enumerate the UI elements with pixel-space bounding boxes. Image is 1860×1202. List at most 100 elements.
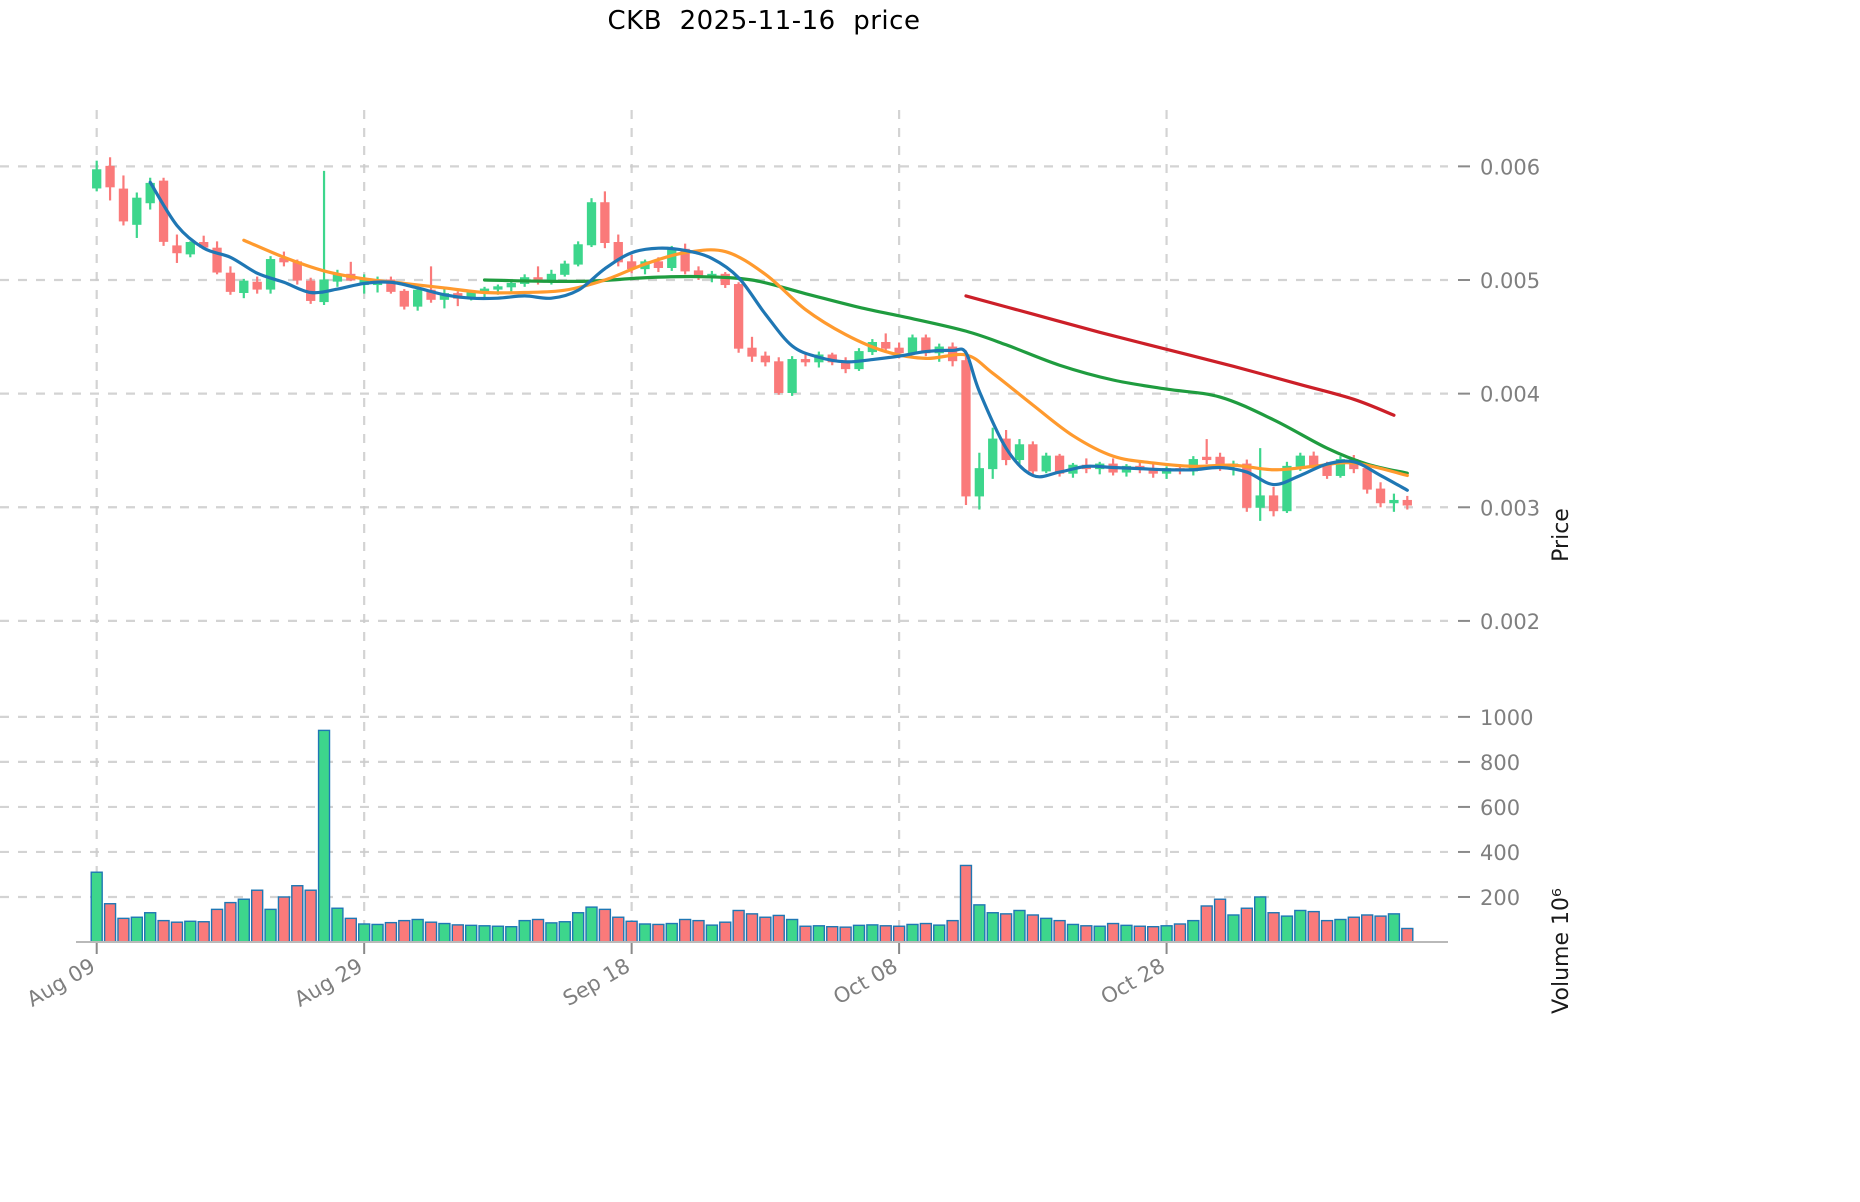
candlestick: [747, 336, 757, 362]
volume-bar: [1173, 923, 1187, 943]
candle-body: [1322, 464, 1332, 476]
candlestick: [787, 356, 797, 396]
candle-body: [172, 245, 182, 254]
volume-bar: [1240, 907, 1254, 943]
volume-bar: [812, 925, 826, 943]
volume-bar: [1307, 910, 1320, 943]
candlestick: [212, 241, 222, 275]
xtick-label-oct-08: Oct 08: [829, 954, 901, 1010]
candle-body: [974, 468, 984, 497]
volume-bar: [772, 914, 785, 943]
volume-bar: [157, 919, 170, 943]
candlestick: [1255, 448, 1265, 521]
candle-body: [653, 261, 664, 268]
candlestick: [600, 191, 610, 249]
volume-bar: [1280, 915, 1294, 943]
candle-body: [1202, 456, 1212, 461]
volume-bar: [197, 921, 210, 943]
volume-bar: [144, 912, 157, 943]
volume-bar: [1147, 925, 1160, 943]
candle-body: [733, 284, 744, 349]
xtick-label-oct-28: Oct 28: [1097, 954, 1169, 1010]
volume-bar: [1120, 924, 1133, 943]
candle-body: [894, 347, 904, 354]
volume-bar: [625, 920, 638, 943]
candle-body: [1014, 444, 1025, 461]
volume-bar: [1227, 914, 1240, 943]
candlestick: [386, 276, 396, 294]
volume-bar: [1254, 896, 1267, 943]
volume-bar: [638, 923, 652, 943]
volume-bar: [1093, 925, 1106, 943]
price-axis-label: Price: [1549, 508, 1574, 562]
volume-bar: [331, 907, 344, 943]
candlestick: [1028, 441, 1038, 476]
volume-bar: [478, 925, 491, 943]
candle-body: [493, 286, 503, 290]
volume-bar: [237, 898, 250, 943]
candlestick: [988, 427, 998, 479]
candlestick: [1202, 439, 1212, 465]
candlestick: [774, 357, 784, 395]
volume-bar: [973, 904, 986, 943]
volume-bar: [1267, 912, 1280, 943]
candle-body: [265, 259, 276, 290]
candlestick: [319, 170, 329, 305]
candle-body: [1242, 463, 1252, 508]
volume-bar: [959, 864, 973, 943]
ytick-volume-1000: 1000: [1480, 706, 1533, 730]
candlestick: [1041, 452, 1051, 474]
volume-bar: [598, 908, 612, 943]
volume-bar: [1320, 919, 1334, 943]
candle-body: [560, 263, 570, 275]
volume-bar: [1133, 925, 1147, 943]
candle-body: [1362, 468, 1372, 490]
volume-bar: [344, 917, 357, 943]
volume-bar: [719, 921, 732, 943]
volume-bar: [1160, 925, 1173, 943]
volume-bar: [759, 916, 772, 943]
candle-body: [1335, 459, 1346, 476]
ytick-price-0.005: 0.005: [1480, 269, 1540, 293]
candlesticks-layer: [92, 157, 1412, 521]
volume-bar: [1080, 925, 1093, 943]
volume-bar: [933, 924, 946, 943]
volume-bar: [1026, 914, 1040, 943]
candlestick: [1402, 495, 1412, 510]
chart-title: CKB 2025-11-16 price: [607, 6, 921, 36]
candle-body: [600, 202, 610, 244]
volume-bar: [892, 925, 906, 943]
candlestick: [399, 289, 409, 310]
volume-bar: [130, 916, 144, 943]
ma-line-orange: [242, 238, 1409, 478]
candle-body: [988, 438, 998, 470]
candlestick: [413, 286, 423, 311]
candle-body: [881, 342, 891, 349]
candlestick: [840, 357, 851, 374]
candle-body: [1389, 499, 1399, 504]
candlestick: [560, 260, 570, 277]
xtick-label-sep-18: Sep 18: [559, 954, 634, 1011]
volume-bar: [264, 908, 277, 943]
volume-bar: [558, 921, 571, 943]
candlestick: [132, 192, 142, 238]
candlestick: [118, 175, 129, 226]
candlestick: [1014, 439, 1025, 465]
ma-line-green: [482, 274, 1409, 475]
volume-bar: [866, 924, 879, 943]
volume-bar: [210, 908, 224, 943]
candle-body: [1041, 455, 1051, 472]
volume-bar: [1294, 909, 1307, 943]
candlestick: [506, 281, 516, 292]
candlestick: [961, 350, 971, 505]
volume-bar: [170, 921, 184, 943]
volume-bar: [919, 922, 933, 943]
ytick-volume-400: 400: [1480, 841, 1520, 865]
volume-bar: [224, 901, 237, 943]
candle-body: [132, 197, 142, 225]
candle-body: [1255, 495, 1265, 508]
volume-bar: [1213, 898, 1227, 943]
candle-body: [720, 273, 730, 286]
candle-body: [667, 248, 677, 268]
